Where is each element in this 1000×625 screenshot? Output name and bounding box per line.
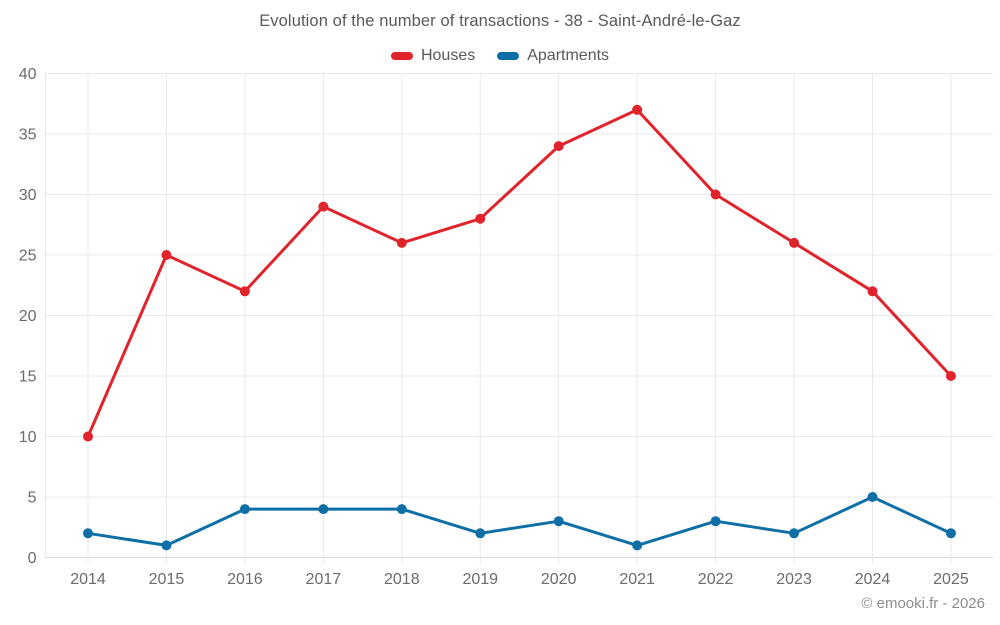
data-point-apartments-2019[interactable] (475, 528, 486, 539)
data-point-houses-2018[interactable] (396, 237, 407, 248)
data-point-houses-2021[interactable] (632, 104, 643, 115)
y-tick-label-0: 0 (28, 550, 37, 567)
series-line-houses (86, 108, 953, 438)
x-tick-label-2018: 2018 (384, 571, 420, 588)
x-tick-label-2019: 2019 (462, 571, 498, 588)
data-point-apartments-2017[interactable] (318, 504, 329, 515)
y-tick-label-20: 20 (19, 308, 37, 325)
data-point-apartments-2022[interactable] (710, 516, 721, 527)
data-point-houses-2020[interactable] (553, 141, 564, 152)
data-point-apartments-2024[interactable] (867, 492, 878, 502)
data-point-houses-2017[interactable] (318, 201, 329, 212)
x-tick-label-2016: 2016 (227, 571, 263, 588)
legend-item-apartments[interactable]: Apartments (497, 47, 609, 65)
data-point-apartments-2025[interactable] (945, 528, 956, 539)
y-tick-label-15: 15 (19, 369, 37, 386)
x-tick-label-2014: 2014 (70, 571, 106, 588)
x-tick-label-2017: 2017 (306, 571, 342, 588)
series-line-apartments (86, 495, 953, 547)
y-tick-label-5: 5 (28, 490, 37, 507)
data-point-houses-2015[interactable] (161, 250, 172, 260)
y-tick-label-40: 40 (19, 66, 37, 83)
apartments-swatch-icon (497, 52, 520, 60)
data-point-houses-2023[interactable] (789, 237, 800, 248)
data-point-houses-2025[interactable] (945, 371, 956, 381)
x-tick-label-2023: 2023 (776, 571, 812, 588)
data-point-apartments-2023[interactable] (789, 528, 800, 539)
y-tick-label-10: 10 (19, 429, 37, 446)
x-tick-label-2024: 2024 (855, 571, 891, 588)
data-point-apartments-2021[interactable] (632, 540, 643, 551)
x-tick-label-2022: 2022 (698, 571, 734, 588)
y-tick-label-25: 25 (19, 248, 37, 265)
chart-title: Evolution of the number of transactions … (259, 12, 741, 30)
x-tick-label-2020: 2020 (541, 571, 577, 588)
houses-swatch-icon (390, 52, 413, 60)
x-tick-label-2025: 2025 (933, 571, 969, 588)
y-tick-label-30: 30 (19, 187, 37, 204)
y-tick-label-35: 35 (19, 127, 37, 144)
chart-legend: Houses Apartments (0, 47, 1000, 65)
data-point-houses-2024[interactable] (867, 286, 878, 297)
data-point-apartments-2016[interactable] (239, 504, 250, 515)
data-point-apartments-2015[interactable] (161, 540, 172, 551)
legend-label-apartments: Apartments (527, 47, 610, 64)
data-point-apartments-2014[interactable] (83, 528, 93, 539)
x-tick-label-2021: 2021 (619, 571, 655, 588)
data-point-houses-2022[interactable] (710, 189, 721, 200)
legend-item-houses[interactable]: Houses (390, 47, 476, 65)
copyright-text: © emooki.fr - 2026 (861, 595, 985, 612)
data-point-houses-2014[interactable] (83, 431, 93, 442)
legend-label-houses: Houses (420, 47, 476, 64)
data-point-apartments-2018[interactable] (396, 504, 407, 515)
data-point-houses-2019[interactable] (475, 213, 486, 224)
x-tick-label-2015: 2015 (149, 571, 185, 588)
data-point-houses-2016[interactable] (239, 286, 250, 297)
data-point-apartments-2020[interactable] (553, 516, 564, 527)
